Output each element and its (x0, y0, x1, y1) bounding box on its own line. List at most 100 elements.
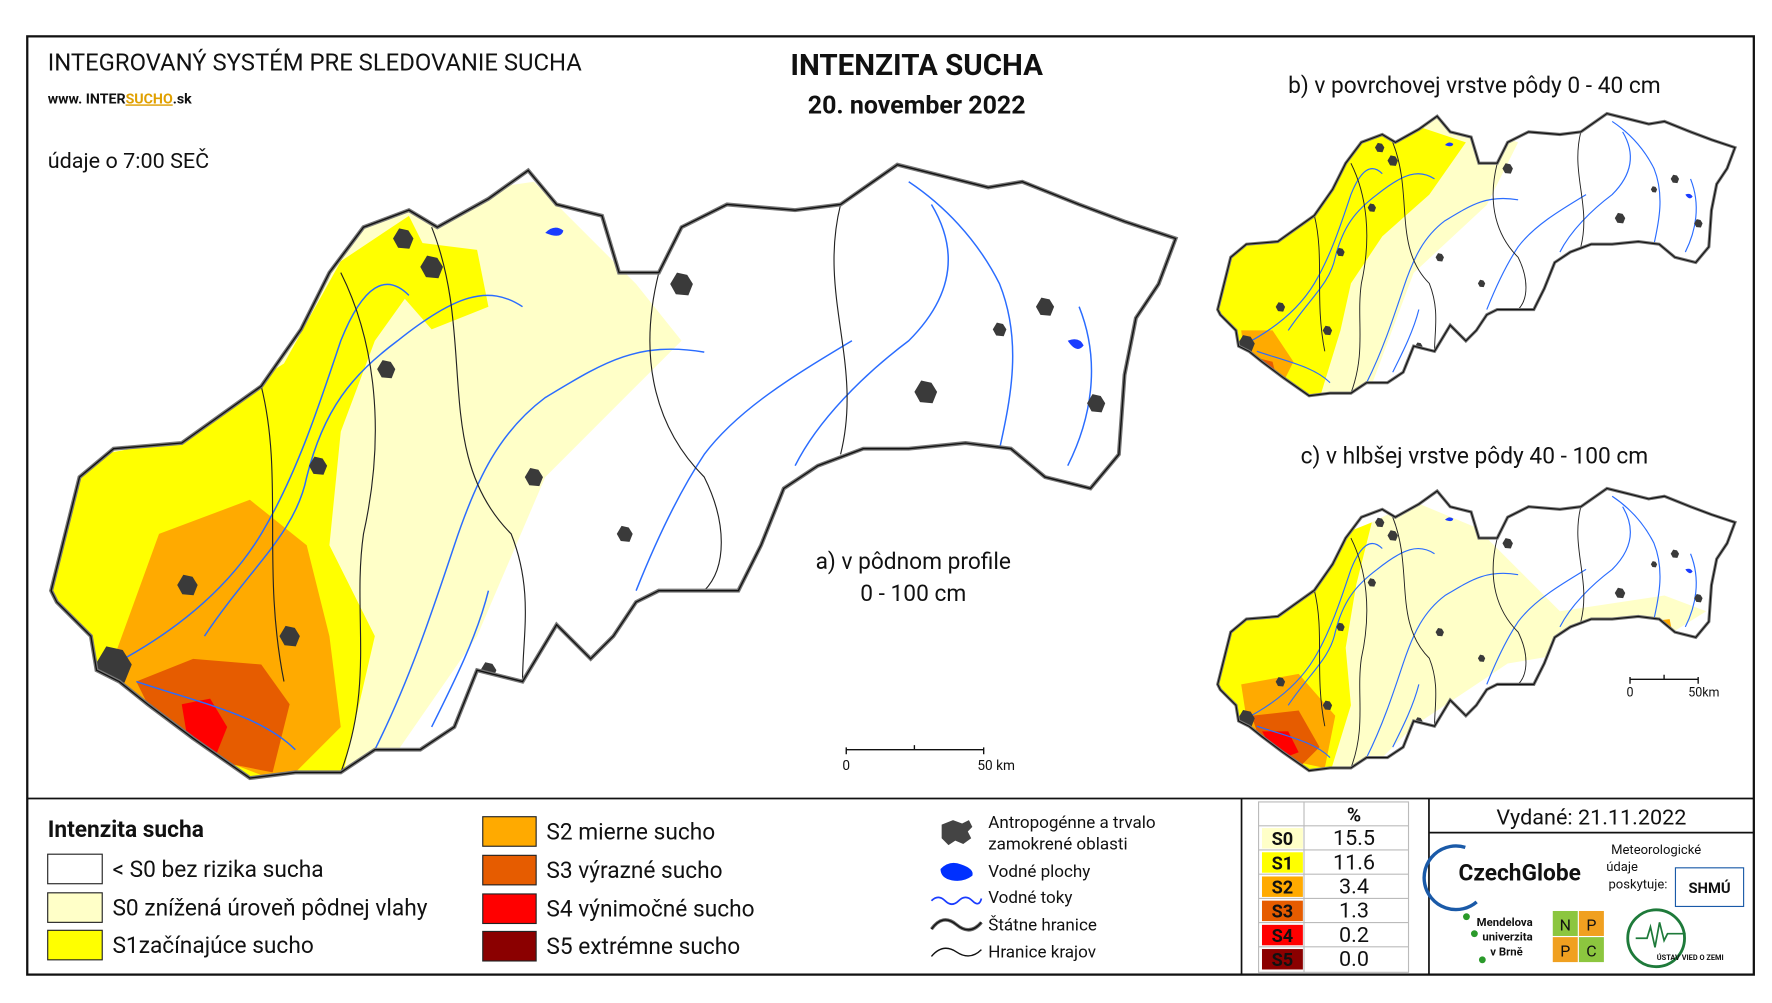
mendel-logo: univerzita (1482, 930, 1532, 944)
river (1287, 173, 1435, 331)
river (908, 181, 1014, 449)
river-symbol (930, 896, 983, 906)
river (1256, 350, 1331, 384)
nppc-letter: N (1560, 915, 1571, 934)
class-cell (1261, 924, 1303, 946)
river (1559, 131, 1631, 253)
scale-label: 0 (1626, 685, 1633, 700)
urban-area (1502, 163, 1513, 174)
urban-area (1275, 302, 1286, 312)
scale-label: 50 km (977, 758, 1015, 774)
mendel-dot (1478, 956, 1486, 964)
urban-area (177, 574, 198, 596)
urban-area (1502, 538, 1513, 549)
nppc-letter: C (1586, 941, 1596, 960)
title: INTENZITA SUCHA (790, 49, 1043, 83)
uvz-wave (1635, 922, 1686, 948)
urban-area (1650, 186, 1658, 193)
legend-swatch (482, 854, 537, 886)
urban-area (1367, 203, 1377, 212)
legend-label: S4 výnimočné sucho (546, 896, 754, 923)
meteo-note: Meteorologické (1611, 843, 1701, 858)
river (136, 680, 296, 751)
river (1366, 572, 1519, 758)
legend-label: S5 extrémne sucho (546, 933, 740, 960)
time-note: údaje o 7:00 SEČ (48, 147, 210, 174)
river (203, 294, 523, 637)
class-cell (1261, 852, 1303, 873)
website-part: .sk (173, 91, 192, 107)
class-cell (1261, 949, 1303, 970)
urban-area (1694, 219, 1703, 228)
river (1240, 543, 1383, 722)
scale-bar (845, 745, 985, 755)
symbol-legend (930, 820, 983, 957)
drought-patches (1217, 495, 1707, 771)
symbol-label-line: Antropogénne a trvalo (988, 813, 1155, 833)
legend-label: S0 znížená úroveň pôdnej vlahy (112, 895, 427, 922)
state-border (1217, 112, 1736, 397)
river (794, 204, 949, 467)
czechglobe-logo: CzechGlobe (1458, 859, 1580, 886)
river (101, 283, 410, 671)
urban-symbol (941, 820, 973, 846)
urban-area (1367, 578, 1377, 587)
symbol-label: Vodné plochy (988, 862, 1090, 882)
urban-area (1322, 700, 1333, 710)
class-label: S1 (1272, 853, 1294, 874)
urban-area (1035, 297, 1055, 316)
urban-area (1374, 517, 1385, 528)
urban-area (1435, 627, 1444, 637)
class-label: S5 (1272, 950, 1294, 971)
symbol-label-line: zamokrené oblasti (988, 835, 1127, 855)
stats-table: % S0 15.5 S1 11.6 S2 3.4 S3 1.3 S4 0.2 S5 0.0 (1258, 801, 1410, 973)
percent-value: 15.5 (1333, 826, 1375, 851)
legend-label: S3 výrazné sucho (546, 857, 722, 884)
nppc-tile (1552, 910, 1578, 936)
river (430, 590, 490, 728)
urban-area (992, 322, 1007, 337)
urban-area (1670, 174, 1680, 184)
region-border-symbol (930, 947, 982, 957)
map-label: c) v hlbšej vrstve pôdy 40 - 100 cm (1301, 442, 1649, 469)
map-label: a) v pôdnom profile (816, 548, 1011, 575)
river (1684, 178, 1697, 253)
table-header: % (1347, 803, 1361, 826)
legend-swatch (482, 930, 537, 962)
percent-value: 11.6 (1333, 850, 1375, 875)
mendel-logo: Mendelova (1477, 915, 1533, 929)
symbol-label: Antropogénne a trvalo zamokrené oblasti (988, 813, 1155, 855)
urban-area (1322, 325, 1333, 336)
river (1486, 194, 1587, 310)
drought-area (1262, 731, 1299, 761)
map-label: b) v povrchovej vrstve pôdy 0 - 40 cm (1288, 72, 1661, 99)
urban-area (616, 525, 633, 542)
urban-area (279, 625, 300, 647)
nppc-tile (1578, 910, 1604, 936)
legend-title: Intenzita sucha (48, 816, 204, 843)
system-name: INTEGROVANÝ SYSTÉM PRE SLEDOVANIE SUCHA (48, 48, 582, 76)
shmu-logo: SHMÚ (1688, 879, 1730, 897)
urban-area (1614, 587, 1626, 599)
river (374, 348, 705, 751)
river (1392, 309, 1420, 373)
nppc-tile (1552, 937, 1578, 963)
legend-label: S1začínajúce sucho (112, 932, 313, 959)
state-border (50, 163, 1177, 779)
urban-area (1670, 549, 1680, 558)
urban-area (1387, 530, 1398, 541)
logos: CzechGlobe Meteorologické údaje poskytuj… (1422, 843, 1745, 969)
urban-area (1614, 212, 1626, 224)
river (1240, 168, 1383, 347)
percent-value: 3.4 (1339, 874, 1369, 899)
urban-area (524, 467, 543, 487)
urban-area (1087, 394, 1106, 413)
percent-value: 0.0 (1339, 947, 1369, 972)
meteo-note: údaje (1606, 860, 1638, 875)
shmu-box (1674, 867, 1745, 908)
nppc-tile (1578, 937, 1604, 963)
meteo-note: poskytuje: (1608, 877, 1667, 892)
urban-area (670, 272, 693, 296)
legend-swatch (47, 892, 103, 923)
